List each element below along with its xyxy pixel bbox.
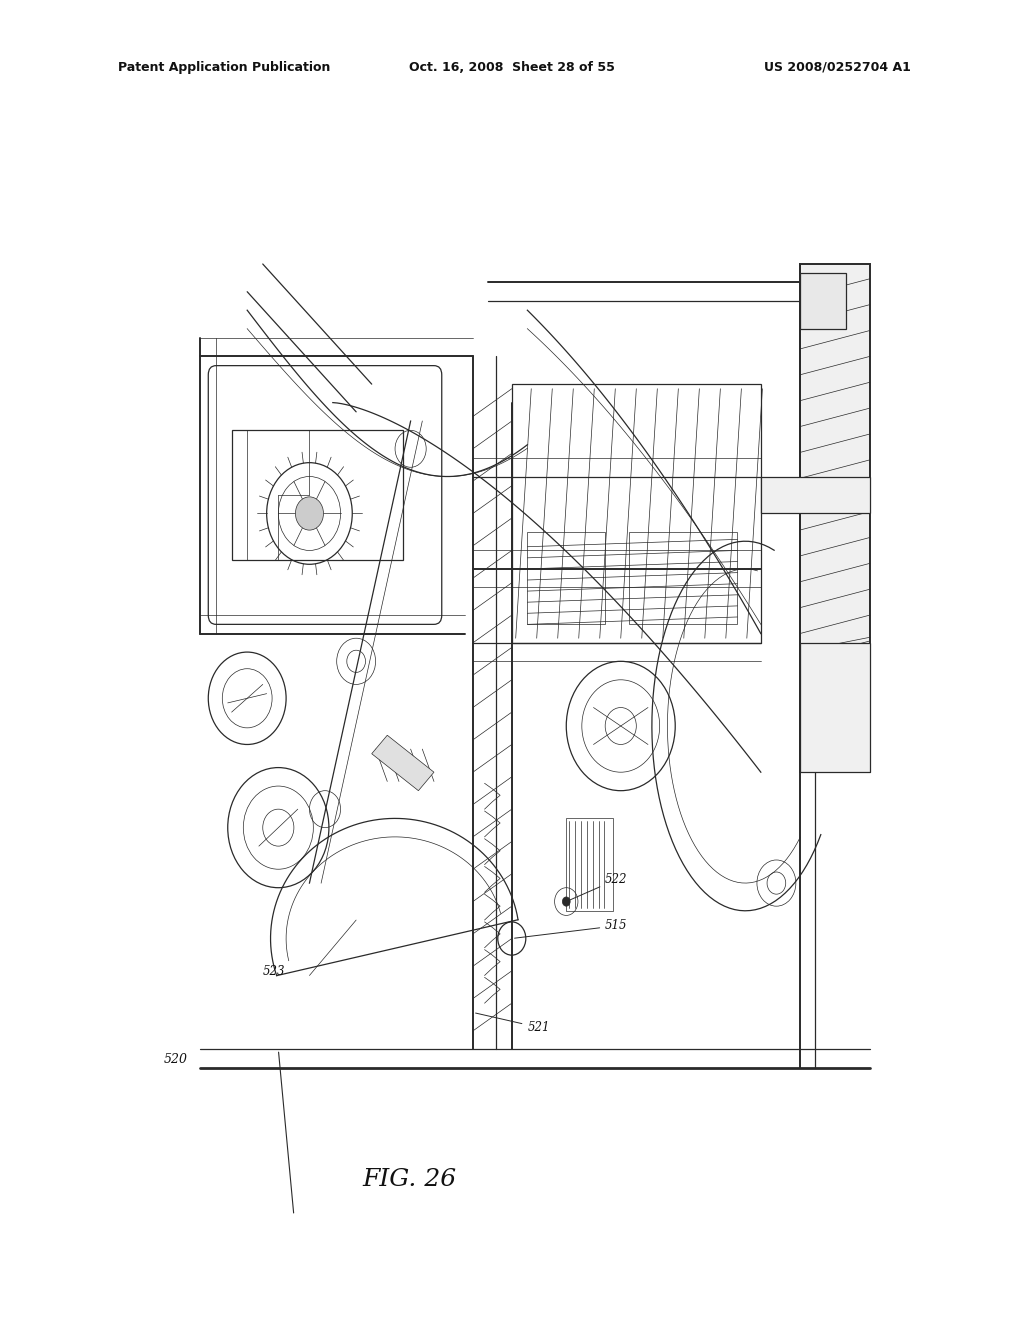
Text: 521: 521: [475, 1012, 550, 1034]
Text: 522: 522: [568, 873, 628, 900]
Bar: [800, 643, 869, 772]
Text: 523: 523: [263, 965, 286, 978]
Bar: [512, 384, 761, 643]
Bar: [231, 430, 402, 560]
Bar: [761, 477, 869, 513]
Polygon shape: [372, 735, 434, 791]
Bar: [800, 264, 869, 772]
Text: US 2008/0252704 A1: US 2008/0252704 A1: [765, 61, 911, 74]
Text: 515: 515: [514, 919, 628, 939]
Bar: [800, 273, 847, 329]
Bar: [629, 532, 737, 624]
Text: FIG. 26: FIG. 26: [362, 1168, 457, 1191]
Text: 520: 520: [164, 1052, 187, 1065]
Circle shape: [562, 898, 570, 906]
Bar: [566, 818, 613, 911]
Text: Patent Application Publication: Patent Application Publication: [118, 61, 330, 74]
Circle shape: [296, 496, 324, 531]
Text: Oct. 16, 2008  Sheet 28 of 55: Oct. 16, 2008 Sheet 28 of 55: [409, 61, 615, 74]
Bar: [527, 532, 605, 624]
